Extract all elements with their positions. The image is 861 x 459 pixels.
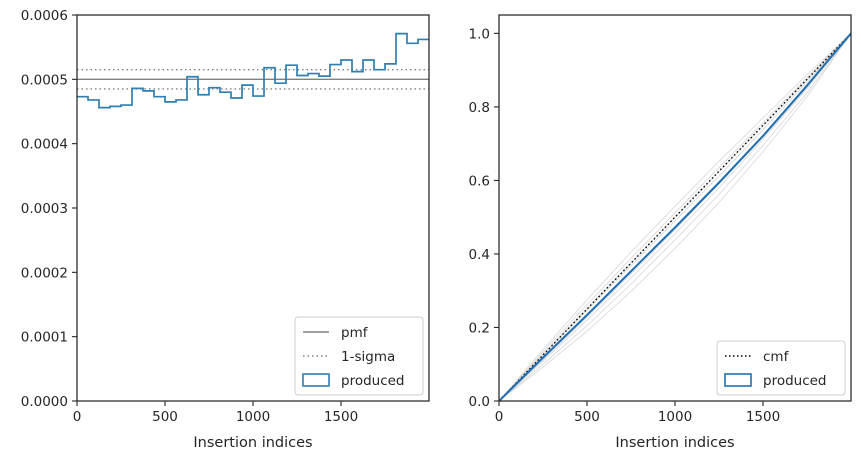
pmf-y-tick-label: 0.0006: [21, 8, 68, 24]
background-cdf-curve: [498, 33, 852, 402]
pmf-axes: 0 500 1000 1500 0.0000 0.0001 0.0002 0.0003 0.00…: [21, 8, 430, 425]
cmf-y-tick-label: 0.6: [469, 173, 490, 189]
pmf-x-tick-label: 500: [152, 409, 178, 425]
pmf-y-tick-label: 0.0005: [21, 72, 68, 88]
cmf-y-tick-label: 1.0: [469, 26, 490, 42]
background-cdf-curve: [498, 33, 852, 402]
cmf-legend-box: [716, 340, 846, 396]
cmf-y-tick-label: 0.8: [469, 100, 490, 116]
pmf-y-tick-label: 0.0002: [21, 265, 68, 281]
cmf-x-tick-label: 0: [495, 409, 504, 425]
legend-1-sigma-label: 1-sigma: [341, 349, 395, 365]
background-cdf-curve: [498, 33, 852, 402]
cmf-x-tick-label: 1000: [658, 409, 692, 425]
pmf-y-tick-label: 0.0004: [21, 137, 68, 153]
cmf-plot-area: [498, 32, 852, 402]
legend-cmf-label: cmf: [763, 349, 790, 365]
cmf-chart: 0 500 1000 1500 0.0 0.2 0.4 0.6 0.8 1.0 Insertion…: [469, 14, 852, 451]
cmf-x-tick-label: 500: [574, 409, 600, 425]
cmf-line: [498, 32, 852, 402]
cmf-legend: cmf produced: [716, 340, 846, 396]
pmf-y-tick-label: 0.0000: [21, 394, 68, 410]
pmf-y-tick-label: 0.0001: [21, 330, 68, 346]
cmf-y-tick-label: 0.2: [469, 320, 490, 336]
produced-step-line: [77, 32, 429, 109]
cmf-x-tick-label: 1500: [746, 409, 780, 425]
legend-produced-label: produced: [341, 373, 405, 389]
cmf-axes: 0 500 1000 1500 0.0 0.2 0.4 0.6 0.8 1.0: [469, 14, 852, 425]
pmf-y-tick-label: 0.0003: [21, 201, 68, 217]
cmf-y-tick-label: 0.4: [469, 247, 490, 263]
background-cdf-curve: [498, 33, 852, 402]
background-cdf-curve: [498, 33, 852, 402]
pmf-x-tick-label: 1500: [324, 409, 358, 425]
background-cdf-curve: [498, 33, 852, 402]
legend-produced-symbol: [302, 373, 330, 387]
cmf-x-axis-label: Insertion indices: [615, 435, 734, 451]
legend-pmf-label: pmf: [341, 325, 369, 341]
cmf-y-tick-label: 0.0: [469, 394, 490, 410]
pmf-x-axis-label: Insertion indices: [193, 435, 312, 451]
pmf-legend-box: [294, 316, 424, 396]
pmf-legend: pmf 1-sigma produced: [294, 316, 424, 396]
legend-produced-label: produced: [763, 373, 827, 389]
legend-produced-symbol: [724, 373, 752, 387]
pmf-x-tick-label: 1000: [236, 409, 270, 425]
pmf-x-tick-label: 0: [73, 409, 82, 425]
pmf-chart: 0 500 1000 1500 0.0000 0.0001 0.0002 0.0003 0.00…: [21, 8, 430, 451]
produced-cdf-line: [498, 32, 852, 402]
pmf-plot-area: [77, 32, 429, 109]
background-cdf-curve: [498, 33, 852, 402]
